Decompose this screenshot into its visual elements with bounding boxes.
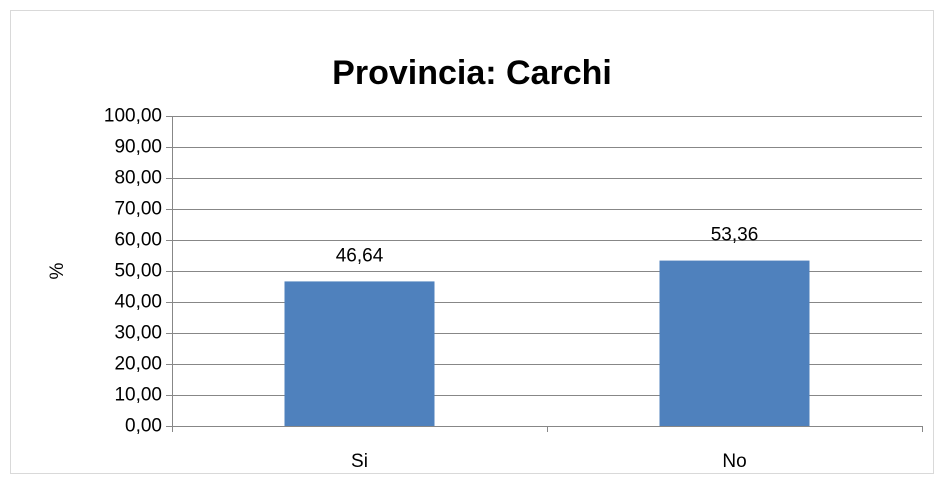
- y-tick-label: 0,00: [125, 416, 162, 437]
- y-tick-label: 40,00: [114, 292, 162, 313]
- y-tick-label: 50,00: [114, 261, 162, 282]
- x-tick-label: No: [722, 451, 746, 472]
- chart-title: Provincia: Carchi: [332, 54, 612, 92]
- bar: [284, 281, 435, 426]
- y-tick-label: 100,00: [104, 106, 162, 127]
- y-tick-label: 10,00: [114, 385, 162, 406]
- y-tick-label: 80,00: [114, 168, 162, 189]
- x-tick-label: Si: [351, 451, 368, 472]
- y-tick-label: 20,00: [114, 354, 162, 375]
- bar: [659, 260, 810, 426]
- y-tick-label: 90,00: [114, 137, 162, 158]
- y-axis-label: %: [47, 262, 68, 279]
- value-label: 53,36: [711, 225, 759, 246]
- value-label: 46,64: [336, 245, 384, 266]
- y-tick-label: 70,00: [114, 199, 162, 220]
- y-tick-label: 30,00: [114, 323, 162, 344]
- y-tick-label: 60,00: [114, 230, 162, 251]
